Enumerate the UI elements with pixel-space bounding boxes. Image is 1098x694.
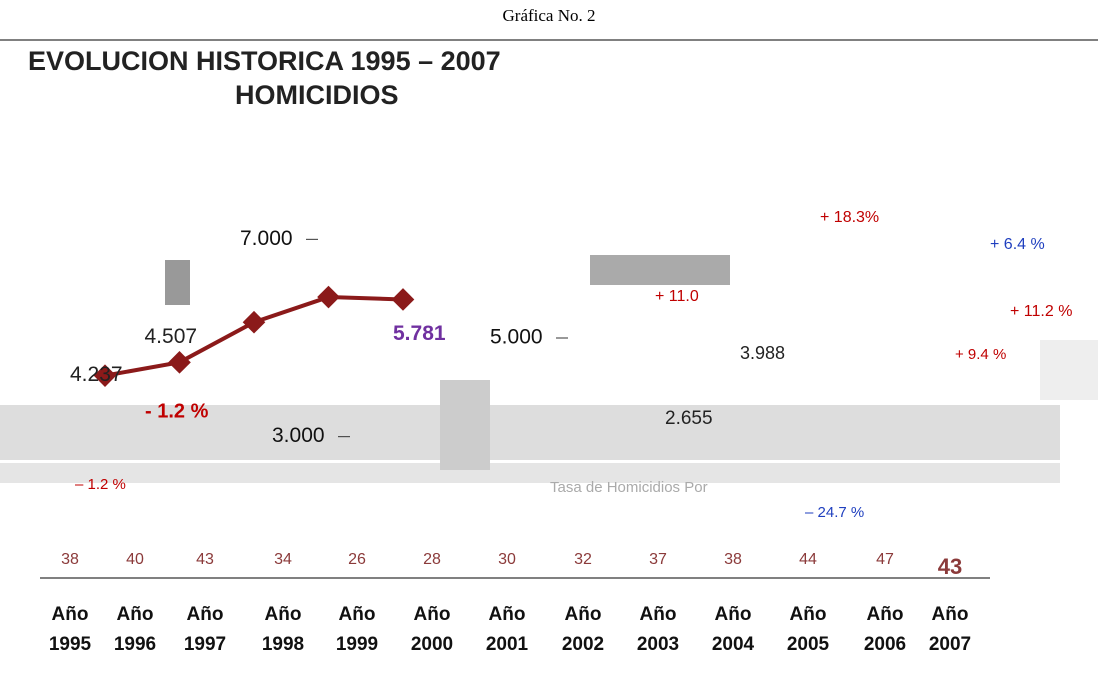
annotation: + 6.4 % [990, 236, 1045, 253]
x-tick-label: Año 2002 [561, 604, 605, 655]
x-tick-label: Año 2007 [928, 604, 972, 655]
rate-label: 28 [423, 551, 441, 568]
rate-label: 47 [876, 551, 894, 568]
annotation: + 11.0 [655, 288, 699, 305]
data-label: 5.781 [393, 322, 446, 345]
x-tick-label: Año 1996 [113, 604, 157, 655]
marker [391, 288, 415, 311]
marker [317, 285, 340, 309]
x-tick-label: Año 2006 [863, 604, 907, 655]
annotation: Tasa de Homicidios Por [550, 479, 708, 496]
data-label: 4.237 [70, 363, 123, 386]
rate-label: 40 [126, 551, 144, 568]
chart-subtitle: HOMICIDIOS [235, 80, 399, 110]
x-tick-label: Año 2000 [410, 604, 454, 655]
x-tick-label: Año 1997 [183, 604, 227, 655]
caption: Gráfica No. 2 [503, 6, 596, 25]
marker [93, 364, 117, 387]
annotation: + 9.4 % [955, 346, 1006, 363]
x-tick-label: Año 1998 [261, 604, 305, 655]
rate-label: 43 [196, 551, 214, 568]
x-tick-label: Año 2004 [711, 604, 755, 655]
rate-label: 44 [799, 551, 817, 568]
data-label: 4.507 [145, 325, 198, 348]
x-tick-label: Año 1999 [335, 604, 379, 655]
rate-label: 32 [574, 551, 592, 568]
rate-label: 37 [649, 551, 667, 568]
annotation: 3.988 [740, 343, 785, 363]
y-tick-label: 7.000 [240, 227, 293, 250]
rate-label: 30 [498, 551, 516, 568]
rate-label: 34 [274, 551, 292, 568]
x-tick-label: Año 2005 [786, 604, 830, 655]
y-tick-label: 3.000 [272, 424, 325, 447]
background-artifacts [0, 255, 1098, 483]
x-tick-label: Año 2001 [485, 604, 529, 655]
annotation: + 18.3% [820, 209, 879, 226]
rate-label: 43 [938, 554, 962, 579]
x-tick-label: Año 2003 [636, 604, 680, 655]
annotation: 2.655 [665, 408, 713, 429]
marker [168, 351, 191, 374]
annotation: + 11.2 % [1010, 303, 1072, 320]
y-tick-label: 5.000 [490, 326, 543, 349]
marker [242, 310, 266, 334]
rate-label: 38 [724, 551, 742, 568]
x-tick-label: Año 1995 [48, 604, 92, 655]
rate-label: 38 [61, 551, 79, 568]
annotation: – 1.2 % [75, 476, 126, 493]
chart-title: EVOLUCION HISTORICA 1995 – 2007 [28, 46, 501, 76]
annotation: – 24.7 % [805, 504, 864, 521]
annotation: - 1.2 % [145, 400, 209, 422]
rate-label: 26 [348, 551, 366, 568]
